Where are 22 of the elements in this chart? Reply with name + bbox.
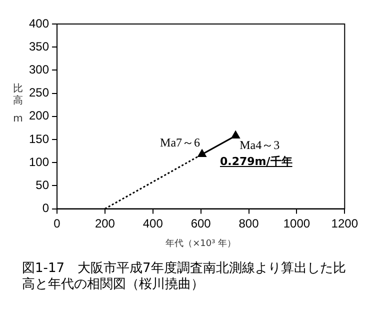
y-tick-label: 250 (28, 86, 50, 100)
y-tick-label: 200 (28, 108, 50, 123)
x-tick-label: 200 (94, 216, 116, 230)
y-tick-label: 400 (28, 16, 50, 30)
y-tick-label: 350 (28, 39, 50, 54)
x-tick-label: 0 (54, 216, 61, 230)
y-tick-label: 100 (28, 154, 50, 169)
x-tick-label: 600 (190, 216, 212, 230)
y-tick-label: 0 (42, 201, 50, 216)
y-tick-label: 150 (28, 132, 50, 146)
x-tick-label: 400 (142, 216, 164, 230)
x-axis-title: 年代（×10³ 年） (166, 238, 236, 249)
text: 図1-17 大阪市平成7年度調査南北測線より算出した比高と年代の相関図（桜川撓曲） (21, 261, 347, 293)
y-axis-title: 比高 m (13, 82, 23, 124)
annotation: 0.279m/千年 (220, 154, 292, 169)
annotation: Ma7～6 (160, 135, 200, 150)
y-tick-label: 50 (36, 178, 50, 192)
y-tick-label: 300 (28, 62, 50, 77)
x-tick-label: 800 (238, 216, 260, 230)
x-tick-label: 1200 (331, 216, 358, 230)
x-tick-label: 1000 (283, 216, 310, 230)
annotation: Ma4～3 (240, 138, 280, 152)
